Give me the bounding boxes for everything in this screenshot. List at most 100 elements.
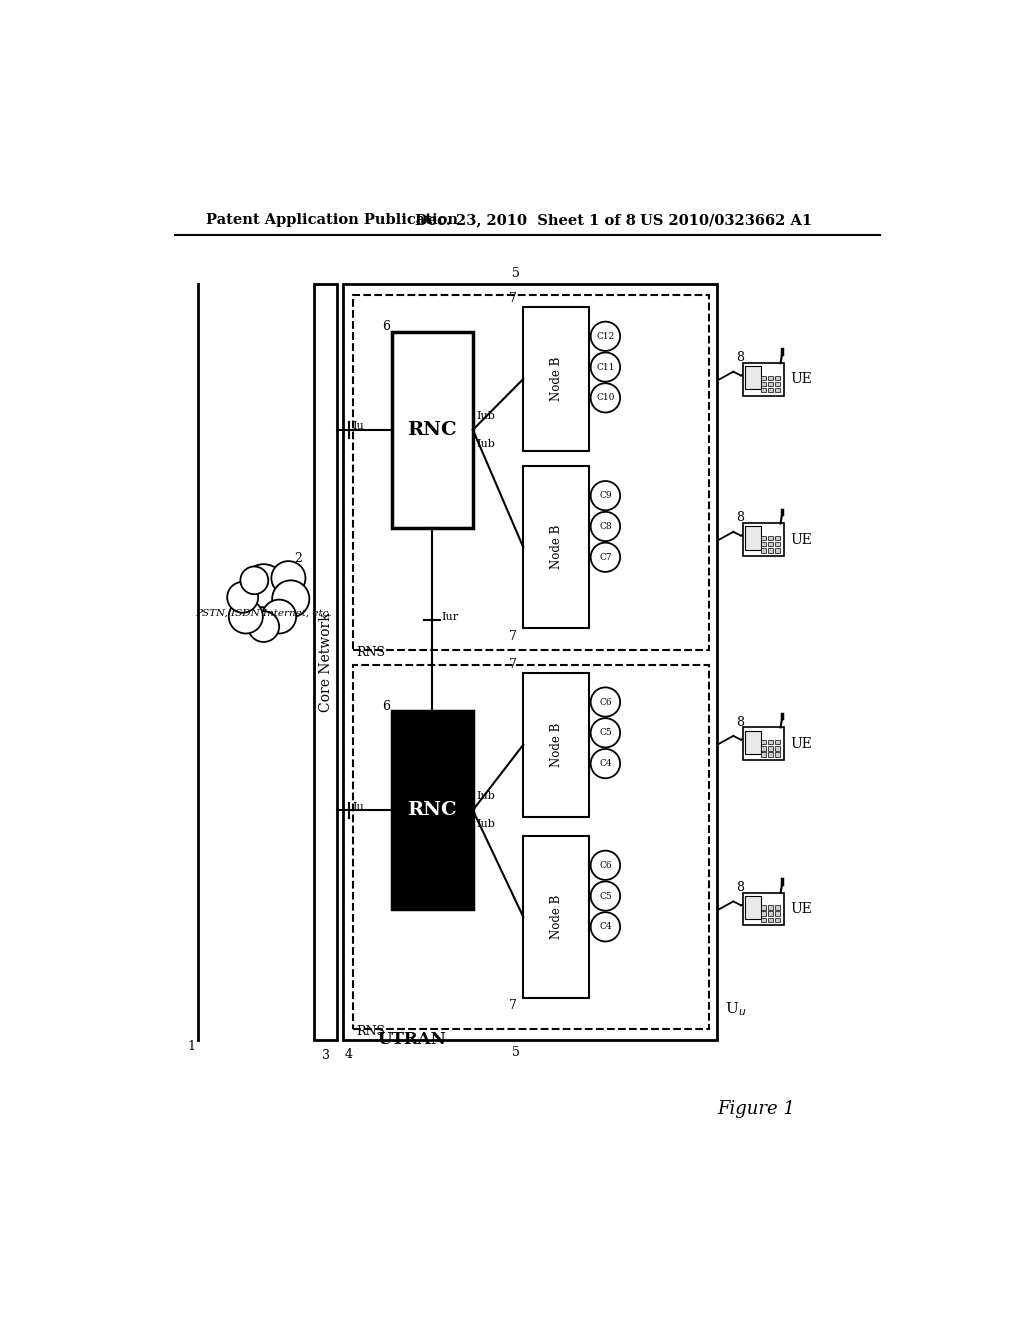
Circle shape <box>262 599 296 634</box>
Text: C5: C5 <box>599 729 611 738</box>
Text: 5: 5 <box>512 1047 519 1059</box>
Text: Dec. 23, 2010  Sheet 1 of 8: Dec. 23, 2010 Sheet 1 of 8 <box>415 213 636 227</box>
Bar <box>352 665 710 1028</box>
Text: C4: C4 <box>599 759 611 768</box>
Bar <box>775 381 780 387</box>
Text: Iu: Iu <box>352 801 365 812</box>
Circle shape <box>272 581 309 618</box>
Bar <box>523 673 589 817</box>
Bar <box>768 911 773 916</box>
Text: 7: 7 <box>509 630 517 643</box>
Text: 8: 8 <box>736 880 744 894</box>
Text: 6: 6 <box>382 321 390 333</box>
Bar <box>762 917 766 923</box>
Bar <box>523 836 589 998</box>
Bar <box>768 381 773 387</box>
Circle shape <box>591 322 621 351</box>
Text: C12: C12 <box>596 331 614 341</box>
Bar <box>762 906 766 909</box>
Bar <box>775 536 780 540</box>
Text: 8: 8 <box>736 511 744 524</box>
Text: Iu: Iu <box>352 421 365 432</box>
Text: C9: C9 <box>599 491 611 500</box>
Bar <box>391 711 473 909</box>
Bar <box>343 284 717 1040</box>
Circle shape <box>591 512 621 541</box>
Bar <box>762 739 766 744</box>
Circle shape <box>591 882 621 911</box>
Circle shape <box>591 688 621 717</box>
Circle shape <box>591 352 621 381</box>
Bar <box>743 727 783 760</box>
Text: Iub: Iub <box>477 820 496 829</box>
Circle shape <box>591 543 621 572</box>
Circle shape <box>227 582 258 612</box>
Bar <box>762 536 766 540</box>
Bar <box>775 917 780 923</box>
Bar <box>762 541 766 546</box>
Text: 7: 7 <box>509 293 517 305</box>
Bar <box>762 388 766 392</box>
Bar <box>768 548 773 553</box>
Bar <box>775 746 780 751</box>
Text: C4: C4 <box>599 923 611 932</box>
Text: US 2010/0323662 A1: US 2010/0323662 A1 <box>640 213 812 227</box>
Circle shape <box>591 480 621 511</box>
Text: UE: UE <box>790 737 812 751</box>
Bar <box>768 388 773 392</box>
Bar <box>775 739 780 744</box>
Circle shape <box>591 383 621 413</box>
Text: UE: UE <box>790 902 812 916</box>
Text: 3: 3 <box>322 1049 330 1063</box>
Text: UTRAN: UTRAN <box>378 1031 446 1048</box>
Text: 7: 7 <box>509 999 517 1012</box>
Circle shape <box>591 912 621 941</box>
Text: Figure 1: Figure 1 <box>717 1101 795 1118</box>
Bar <box>775 548 780 553</box>
Circle shape <box>271 561 305 595</box>
Text: 7: 7 <box>509 659 517 671</box>
Circle shape <box>242 564 286 607</box>
Text: 8: 8 <box>736 351 744 364</box>
Text: 5: 5 <box>512 267 519 280</box>
Text: C5: C5 <box>599 891 611 900</box>
Circle shape <box>591 718 621 747</box>
Bar <box>768 906 773 909</box>
Text: C6: C6 <box>599 861 611 870</box>
Bar <box>762 376 766 380</box>
Text: Node B: Node B <box>550 895 562 939</box>
Text: 4: 4 <box>345 1048 353 1061</box>
Bar <box>775 752 780 756</box>
Bar <box>768 541 773 546</box>
Bar <box>314 284 337 1040</box>
Circle shape <box>591 748 621 779</box>
Bar <box>762 752 766 756</box>
Text: PSTN, ISDN Internet, etc.: PSTN, ISDN Internet, etc. <box>196 609 332 618</box>
Text: Core Network: Core Network <box>318 612 333 711</box>
Bar <box>523 466 589 628</box>
Bar <box>744 527 761 549</box>
Text: Node B: Node B <box>550 525 562 569</box>
Text: C7: C7 <box>599 553 611 562</box>
Bar <box>775 388 780 392</box>
Text: C8: C8 <box>599 521 611 531</box>
Text: C10: C10 <box>596 393 614 403</box>
Text: RNC: RNC <box>408 801 457 820</box>
Text: C6: C6 <box>599 697 611 706</box>
Bar <box>762 548 766 553</box>
Text: C11: C11 <box>596 363 614 371</box>
Text: Iub: Iub <box>477 411 496 421</box>
Bar <box>768 376 773 380</box>
Text: RNS: RNS <box>356 1024 386 1038</box>
Bar <box>762 911 766 916</box>
Bar <box>768 746 773 751</box>
Circle shape <box>591 850 621 880</box>
Bar <box>775 911 780 916</box>
Circle shape <box>228 599 263 634</box>
Text: Iur: Iur <box>441 612 459 622</box>
Bar <box>768 739 773 744</box>
Text: 1: 1 <box>187 1040 196 1053</box>
Bar <box>523 308 589 451</box>
Bar <box>768 536 773 540</box>
Text: UE: UE <box>790 372 812 387</box>
